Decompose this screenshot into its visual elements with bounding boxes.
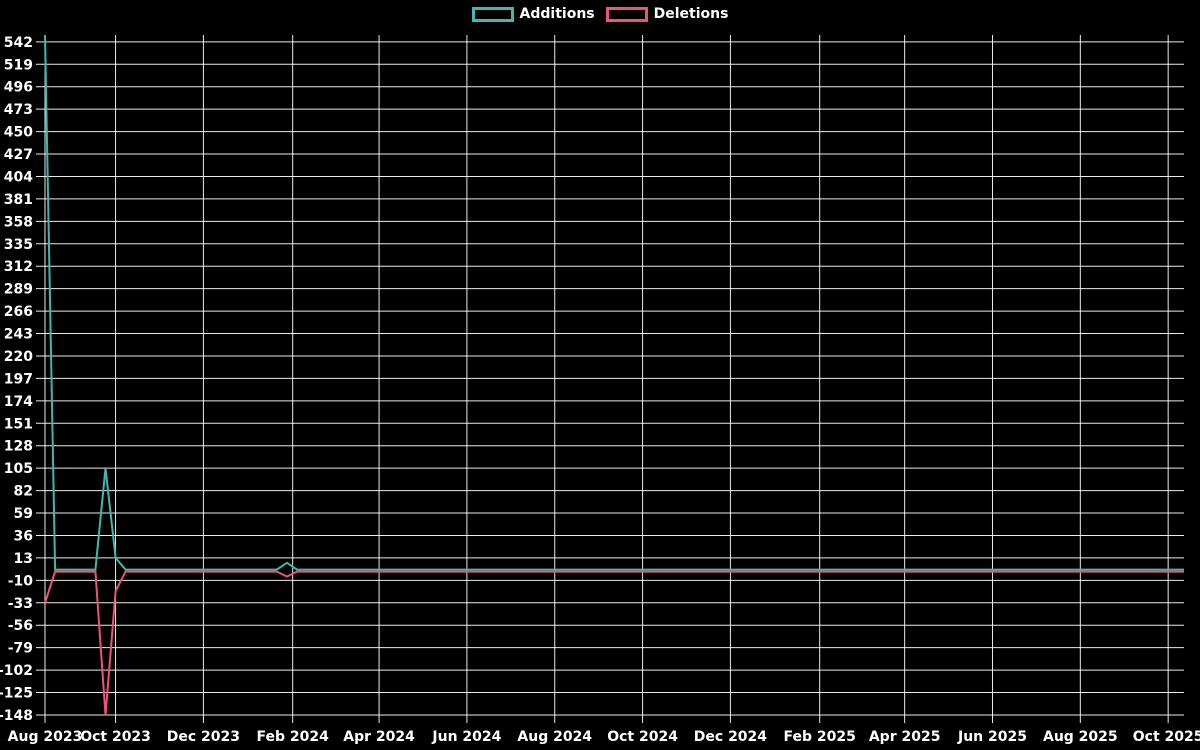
- x-tick-label: Oct 2025: [1133, 729, 1200, 745]
- x-tick-label: Jun 2025: [957, 729, 1027, 745]
- y-tick-label: 473: [4, 102, 33, 118]
- y-tick-label: 243: [4, 327, 33, 343]
- y-tick-label: 312: [4, 259, 33, 275]
- y-tick-label: 59: [14, 506, 33, 522]
- y-tick-label: 496: [4, 80, 33, 96]
- x-tick-label: Feb 2025: [784, 729, 856, 745]
- y-tick-label: 220: [4, 349, 33, 365]
- x-tick-label: Aug 2023: [8, 729, 83, 745]
- y-tick-label: 450: [4, 125, 33, 141]
- y-tick-label: 519: [4, 57, 33, 73]
- x-tick-label: Apr 2025: [869, 729, 941, 745]
- additions-line[interactable]: [44, 34, 1184, 571]
- y-tick-label: 358: [4, 214, 33, 230]
- x-tick-label: Aug 2024: [517, 729, 592, 745]
- legend-label-deletions: Deletions: [653, 6, 729, 22]
- y-tick-label: 82: [14, 484, 33, 500]
- legend-label-additions: Additions: [519, 6, 595, 22]
- chart-legend: Additions Deletions: [0, 7, 1200, 22]
- y-tick-label: 128: [4, 439, 33, 455]
- y-tick-label: 427: [4, 147, 33, 163]
- x-tick-label: Dec 2023: [167, 729, 240, 745]
- y-tick-label: 404: [4, 169, 33, 185]
- y-tick-label: -56: [8, 618, 33, 634]
- x-tick-label: Oct 2023: [80, 729, 151, 745]
- y-tick-label: -125: [0, 686, 33, 702]
- y-tick-label: 174: [4, 394, 33, 410]
- x-tick-label: Jun 2024: [431, 729, 501, 745]
- y-tick-label: -33: [8, 596, 33, 612]
- y-tick-label: 266: [4, 304, 33, 320]
- legend-item-deletions[interactable]: Deletions: [605, 6, 729, 22]
- y-tick-label: 13: [14, 551, 33, 567]
- y-tick-label: -102: [0, 663, 33, 679]
- x-tick-label: Apr 2024: [343, 729, 415, 745]
- y-tick-label: -79: [8, 641, 33, 657]
- legend-item-additions[interactable]: Additions: [471, 6, 595, 22]
- y-tick-label: 197: [4, 371, 33, 387]
- y-tick-label: 36: [14, 528, 33, 544]
- y-tick-label: 151: [4, 416, 33, 432]
- deletions-line-swatch: [605, 7, 648, 22]
- y-tick-label: 289: [4, 282, 33, 298]
- y-tick-label: 105: [4, 461, 33, 477]
- y-tick-label: -148: [0, 708, 33, 724]
- x-tick-label: Feb 2024: [256, 729, 329, 745]
- y-tick-label: -10: [8, 573, 34, 589]
- additions-line-swatch: [471, 7, 514, 22]
- deletions-line[interactable]: [44, 570, 1184, 716]
- x-tick-label: Oct 2024: [607, 729, 678, 745]
- y-tick-label: 381: [4, 192, 33, 208]
- x-tick-label: Dec 2024: [694, 729, 768, 745]
- y-tick-label: 335: [4, 237, 33, 253]
- y-tick-label: 542: [4, 35, 33, 51]
- x-tick-label: Aug 2025: [1043, 729, 1118, 745]
